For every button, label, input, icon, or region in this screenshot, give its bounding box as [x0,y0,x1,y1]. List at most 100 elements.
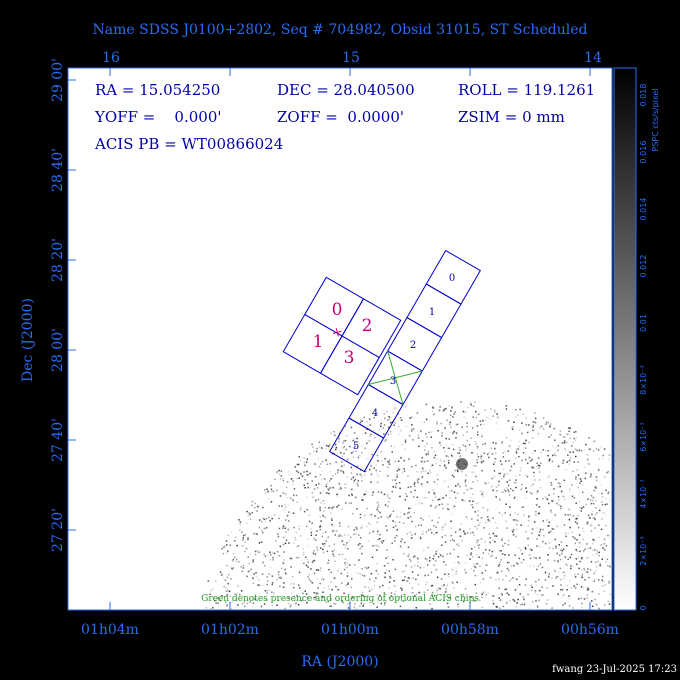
pixel [256,576,258,578]
info: ROLL = 119.1261 [458,81,595,99]
pixel [488,549,491,552]
pixel [507,543,510,546]
pixel [517,563,519,565]
pixel [545,423,547,425]
pixel [394,486,397,489]
pixel [457,452,459,454]
pixel [499,499,501,501]
pixel [460,401,462,403]
pixel [525,548,527,550]
pixel [536,545,538,547]
pixel [379,538,381,540]
pixel [487,519,489,521]
pixel [390,416,392,419]
pixel [465,485,467,487]
pixel [507,490,510,493]
pixel [395,407,397,410]
pixel [350,478,353,480]
pixel [304,464,306,467]
pixel [327,488,329,490]
pixel [428,431,430,434]
pixel [608,603,611,605]
pixel [344,558,347,560]
pixel [298,525,301,528]
pixel [462,434,464,436]
pixel [346,542,348,544]
pixel [464,483,466,485]
pixel [398,425,400,428]
pixel [548,521,550,523]
pixel [269,519,271,522]
pixel [580,586,583,588]
pixel [514,519,517,521]
pixel [391,542,393,544]
pixel [517,414,519,416]
pixel [473,600,475,602]
pixel [307,576,309,578]
pixel [377,501,379,504]
pixel [225,540,228,542]
pixel [248,512,250,514]
pixel [531,586,533,589]
info: ACIS PB = WT00866024 [94,135,283,153]
pixel [520,488,523,490]
pixel [383,413,385,415]
pixel [499,599,502,601]
info: ZOFF = 0.0000' [277,108,404,126]
pixel [403,552,405,555]
pixel [460,523,463,526]
pixel [403,470,406,472]
pixel [377,601,379,603]
pixel [341,540,343,543]
pixel [543,417,545,419]
pixel [593,580,595,582]
pixel [580,510,582,512]
pixel [384,417,386,420]
pixel [258,584,261,586]
pixel [364,566,367,569]
pixel [591,510,594,513]
pixel [257,584,259,586]
pixel [518,575,521,578]
pixel [519,549,522,552]
pixel [570,553,573,556]
pixel [477,524,480,526]
pixel [350,472,353,474]
pixel [333,430,335,433]
pixel [558,554,561,556]
pixel [302,548,305,550]
pixel [352,437,355,440]
pixel [593,571,596,573]
pixel [512,489,514,492]
pixel [264,565,266,567]
pixel [533,471,535,474]
pixel [554,538,556,541]
pixel [466,554,468,557]
pixel [548,494,550,496]
pixel [338,567,340,570]
pixel [456,596,459,599]
pixel [280,576,282,578]
pixel [286,481,289,483]
pixel [307,482,309,485]
pixel [325,540,327,542]
pixel [529,557,532,560]
pixel [304,487,306,489]
pixel [516,562,518,564]
pixel [398,481,401,484]
pixel [264,521,266,523]
pixel [295,557,298,559]
pixel [445,587,447,590]
pixel [474,574,477,577]
pixel [527,544,529,546]
pixel [521,432,523,435]
pixel [442,526,444,528]
pixel [589,517,591,519]
pixel [380,460,383,462]
pixel [527,593,529,596]
pixel [368,440,371,442]
pixel [300,473,302,475]
pixel [392,526,395,529]
pixel [535,511,537,513]
pixel [344,425,346,428]
